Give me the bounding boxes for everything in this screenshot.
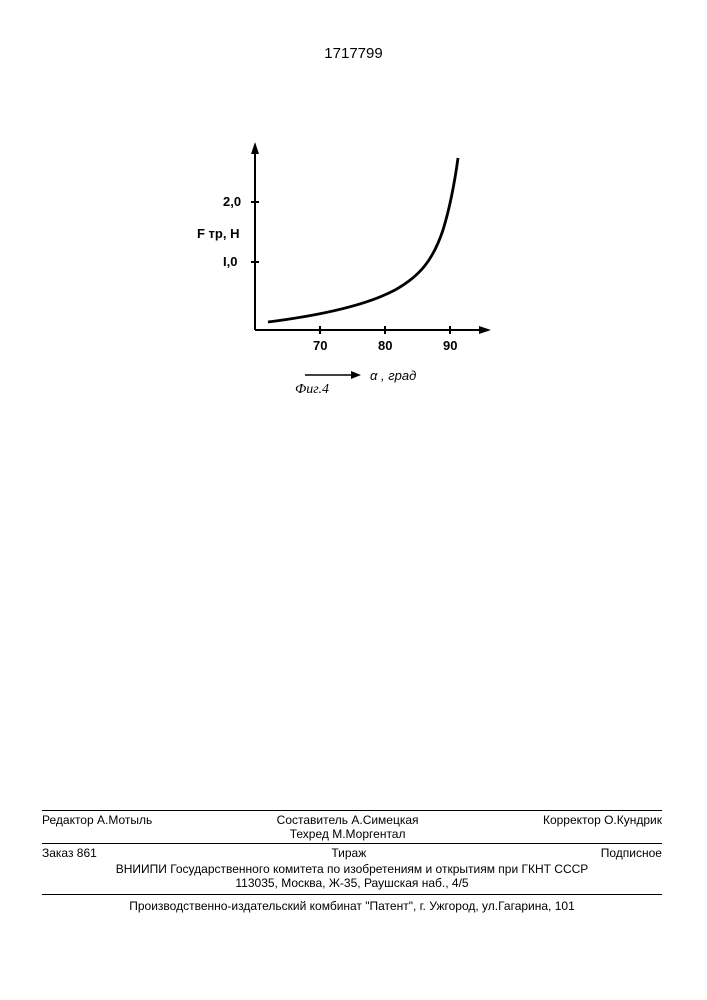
techred: Техред М.Моргентал <box>290 827 406 841</box>
y-axis-arrow <box>251 142 259 154</box>
chart-svg <box>175 130 515 410</box>
figure-label: Фиг.4 <box>295 382 329 398</box>
footer-row-2: Заказ 861 Тираж Подписное <box>42 844 662 862</box>
subscript: Подписное <box>601 846 662 860</box>
order-number: Заказ 861 <box>42 846 97 860</box>
y-tick-label-1: I,0 <box>223 254 237 269</box>
x-axis-label: α , град <box>370 368 416 383</box>
x-tick-label-70: 70 <box>313 338 327 353</box>
footer-rule-3 <box>42 894 662 895</box>
compiler: Составитель А.Симецкая <box>277 813 419 827</box>
press-line: Производственно-издательский комбинат "П… <box>42 899 662 913</box>
org-line-2: 113035, Москва, Ж-35, Раушская наб., 4/5 <box>42 876 662 890</box>
footer: Редактор А.Мотыль Составитель А.Симецкая… <box>42 810 662 913</box>
curve <box>268 158 458 322</box>
corrector: Корректор О.Кундрик <box>543 813 662 841</box>
page-number: 1717799 <box>324 45 382 62</box>
x-tick-label-80: 80 <box>378 338 392 353</box>
tirazh: Тираж <box>331 846 366 860</box>
footer-row-1: Редактор А.Мотыль Составитель А.Симецкая… <box>42 811 662 843</box>
editor: Редактор А.Мотыль <box>42 813 152 841</box>
org-line-1: ВНИИПИ Государственного комитета по изоб… <box>42 862 662 876</box>
y-tick-label-2: 2,0 <box>223 194 241 209</box>
x-direction-arrow-head <box>351 371 361 379</box>
x-tick-label-90: 90 <box>443 338 457 353</box>
chart: 2,0 I,0 F тр, Н 70 80 90 α , град Фиг.4 <box>175 130 515 410</box>
y-axis-label: F тр, Н <box>197 226 239 241</box>
x-axis-arrow <box>479 326 491 334</box>
